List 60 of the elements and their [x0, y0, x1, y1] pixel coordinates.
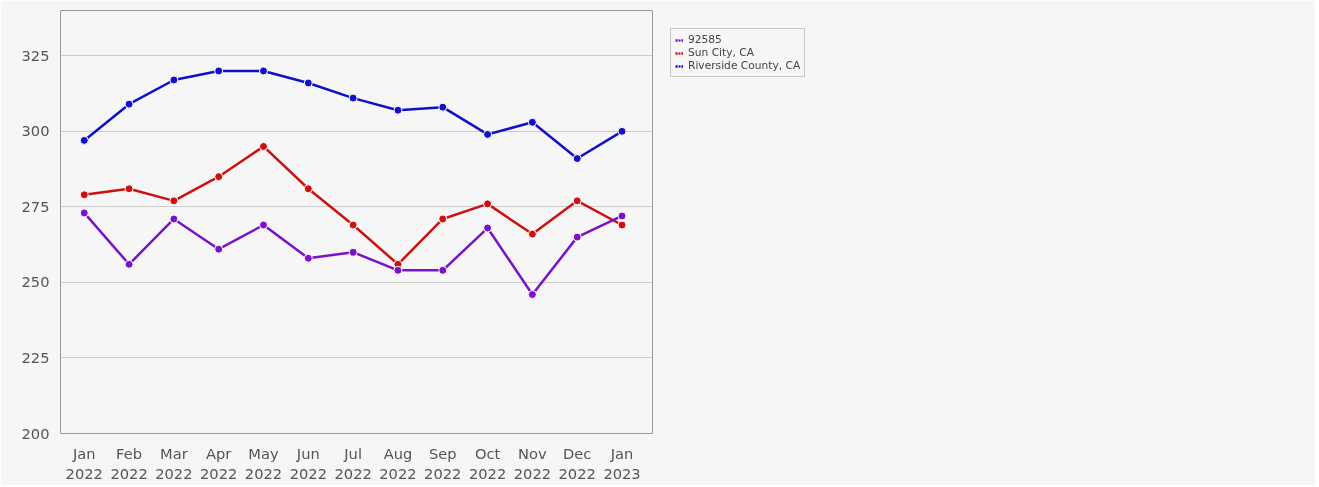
point — [393, 105, 403, 115]
point — [169, 75, 179, 85]
point — [572, 154, 582, 164]
point — [214, 172, 224, 182]
x-tick-label: Apr 2022 — [200, 444, 238, 482]
point — [214, 66, 224, 76]
point — [303, 78, 313, 88]
point — [617, 211, 627, 221]
point — [483, 223, 493, 233]
point — [259, 141, 269, 151]
point — [438, 265, 448, 275]
point — [438, 214, 448, 224]
point — [79, 135, 89, 145]
legend-label: 92585 — [688, 33, 722, 46]
legend-label: Sun City, CA — [688, 46, 755, 59]
point — [393, 265, 403, 275]
point — [303, 184, 313, 194]
point — [572, 232, 582, 242]
point — [124, 259, 134, 269]
point — [79, 208, 89, 218]
point — [348, 93, 358, 103]
point — [259, 66, 269, 76]
point — [527, 290, 537, 300]
x-tick-label: Jun 2022 — [289, 444, 327, 482]
point — [169, 214, 179, 224]
point — [527, 229, 537, 239]
y-tick-label: 300 — [21, 122, 50, 140]
point — [438, 102, 448, 112]
x-tick-label: Nov 2022 — [513, 444, 552, 482]
point — [124, 184, 134, 194]
point — [348, 247, 358, 257]
x-tick-label: Jan 2023 — [603, 444, 641, 482]
point — [79, 190, 89, 200]
point — [617, 126, 627, 136]
point — [259, 220, 269, 230]
y-tick-label: 200 — [21, 424, 50, 442]
x-tick-label: May 2022 — [244, 444, 283, 482]
point — [572, 196, 582, 206]
x-tick-label: Jan 2022 — [65, 444, 103, 482]
y-tick-label: 275 — [21, 197, 50, 215]
point — [169, 196, 179, 206]
x-tick-label: Feb 2022 — [110, 444, 148, 482]
y-tick-label: 225 — [21, 348, 50, 366]
point — [617, 220, 627, 230]
x-tick-label: Oct 2022 — [468, 444, 507, 482]
x-tick-label: Sep 2022 — [424, 444, 462, 482]
legend-label: Riverside County, CA — [688, 59, 801, 72]
x-tick-label: Dec 2022 — [558, 444, 596, 482]
point — [303, 253, 313, 263]
y-tick-label: 325 — [21, 46, 50, 64]
point — [483, 199, 493, 209]
x-tick-label: Aug 2022 — [379, 444, 417, 482]
x-tick-label: Jul 2022 — [334, 444, 372, 482]
point — [483, 129, 493, 139]
x-tick-label: Mar 2022 — [155, 444, 193, 482]
y-tick-label: 250 — [21, 273, 50, 291]
point — [348, 220, 358, 230]
point — [527, 117, 537, 127]
point — [214, 244, 224, 254]
point — [124, 99, 134, 109]
